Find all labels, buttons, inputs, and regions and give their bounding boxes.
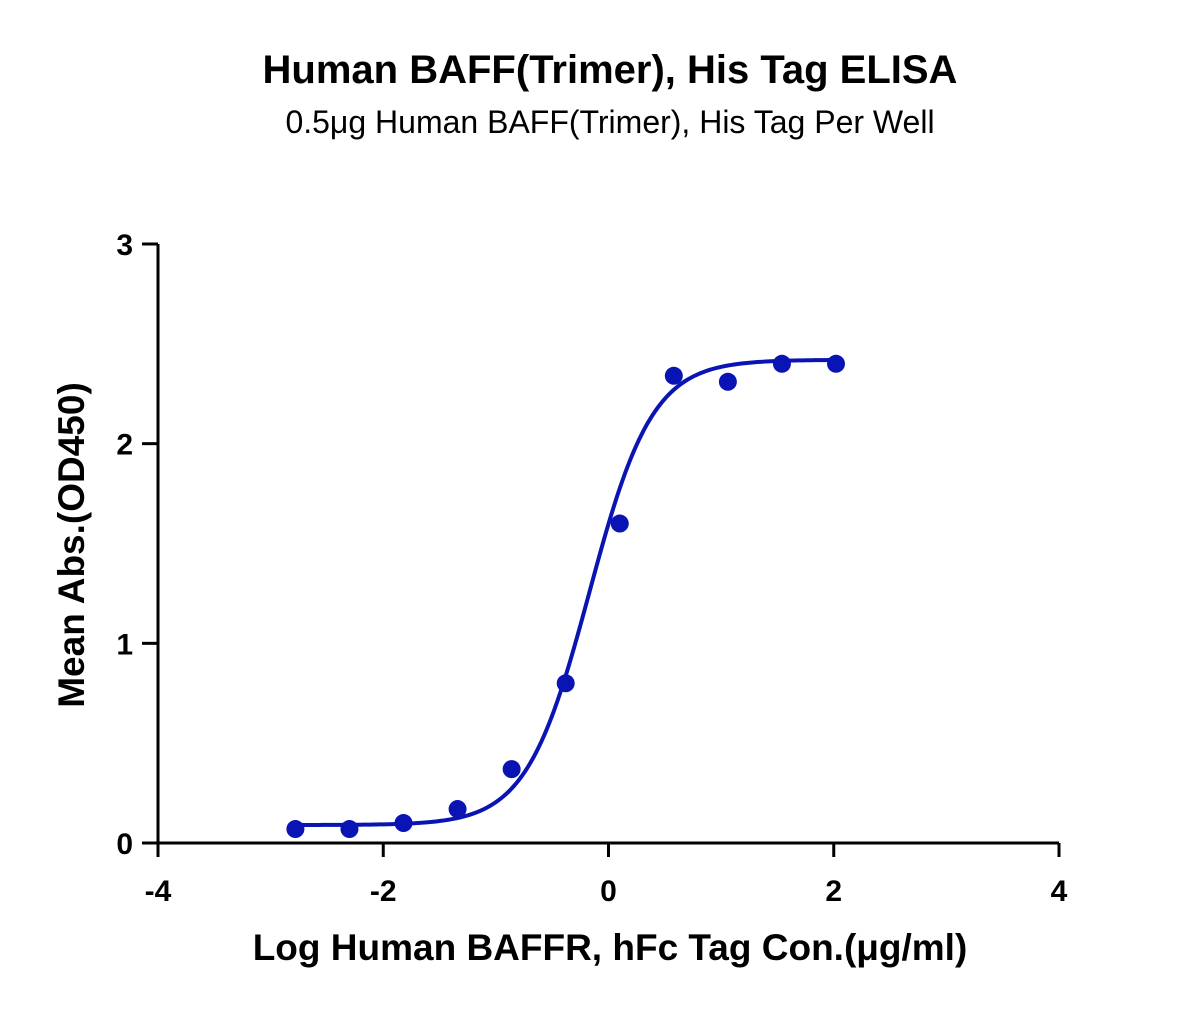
data-point bbox=[664, 366, 683, 385]
chart-title: Human BAFF(Trimer), His Tag ELISA bbox=[263, 48, 958, 92]
fit-curve-group bbox=[295, 357, 837, 827]
ticks: -4 -2 0 2 4 0 1 2 3 bbox=[116, 229, 1067, 908]
data-points bbox=[286, 354, 846, 839]
y-tick-label: 3 bbox=[116, 229, 133, 262]
chart-subtitle: 0.5μg Human BAFF(Trimer), His Tag Per We… bbox=[285, 104, 934, 140]
y-tick-label: 0 bbox=[116, 828, 133, 861]
x-tick-label: 4 bbox=[1051, 875, 1068, 908]
x-tick-label: 2 bbox=[825, 875, 842, 908]
y-axis-label: Mean Abs.(OD450) bbox=[51, 382, 92, 708]
data-point bbox=[610, 514, 629, 533]
fit-curve bbox=[295, 357, 837, 827]
axes bbox=[156, 244, 1059, 845]
x-tick-label: -4 bbox=[145, 875, 172, 908]
data-point bbox=[827, 354, 846, 373]
x-tick-label: 0 bbox=[600, 875, 617, 908]
y-tick-label: 1 bbox=[116, 628, 133, 661]
y-tick-label: 2 bbox=[116, 429, 133, 462]
data-point bbox=[772, 354, 791, 373]
x-axis-label: Log Human BAFFR, hFc Tag Con.(μg/ml) bbox=[253, 927, 968, 968]
data-point bbox=[502, 760, 521, 779]
data-point bbox=[448, 800, 467, 819]
data-point bbox=[394, 814, 413, 833]
data-point bbox=[718, 372, 737, 391]
data-point bbox=[340, 820, 359, 839]
data-point bbox=[286, 820, 305, 839]
x-tick-label: -2 bbox=[370, 875, 397, 908]
data-point bbox=[556, 674, 575, 693]
